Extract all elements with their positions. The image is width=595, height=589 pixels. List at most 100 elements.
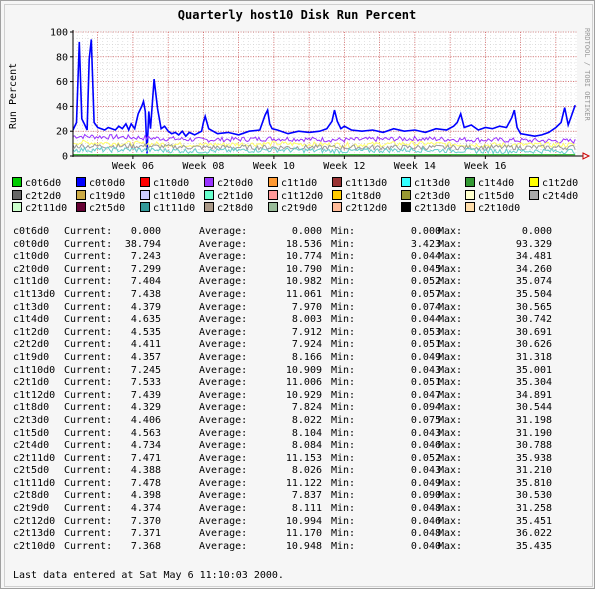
- stats-min-value: 0.049: [410, 351, 441, 363]
- legend-swatch: [465, 177, 475, 187]
- legend-swatch: [332, 177, 342, 187]
- stats-min-label: Min:: [331, 503, 356, 515]
- stats-max-label: Max:: [438, 251, 463, 263]
- stats-current-label: Current:: [64, 364, 113, 376]
- stats-average-value: 8.111: [291, 503, 322, 515]
- stats-average-label: Average:: [199, 427, 248, 439]
- legend-swatch: [268, 189, 278, 200]
- stats-max-value: 31.210: [515, 465, 552, 477]
- y-tick-label: 20: [56, 127, 68, 138]
- y-tick-label: 80: [56, 52, 68, 63]
- stats-min-label: Min:: [331, 339, 356, 351]
- legend-item: c2t12d0: [332, 202, 387, 215]
- stats-max-label: Max:: [438, 452, 463, 464]
- legend-item: c0t6d0: [12, 177, 61, 190]
- stats-current-label: Current:: [64, 314, 113, 326]
- legend-swatch: [268, 202, 278, 212]
- stats-max-label: Max:: [438, 515, 463, 527]
- stats-current-value: 4.563: [130, 427, 161, 439]
- stats-max-value: 36.022: [515, 528, 552, 540]
- legend-label: c2t11d0: [25, 203, 68, 214]
- stats-current-value: 4.379: [130, 301, 161, 313]
- legend-swatch: [401, 202, 411, 212]
- stats-device: c0t6d0: [13, 226, 50, 237]
- chart-title: Quarterly host10 Disk Run Percent: [178, 8, 416, 22]
- legend-swatch: [465, 202, 475, 212]
- stats-device: c2t2d0: [13, 339, 50, 351]
- stats-device: c1t0d0: [13, 251, 50, 263]
- stats-device: c1t3d0: [13, 301, 50, 313]
- legend-item: c2t4d0: [529, 189, 578, 203]
- stats-max-value: 31.258: [515, 503, 552, 515]
- x-tick-label: Week 16: [464, 161, 506, 172]
- stats-average-value: 11.153: [285, 452, 322, 464]
- stats-average-label: Average:: [199, 402, 248, 414]
- stats-max-value: 30.788: [515, 440, 552, 452]
- stats-min-value: 0.074: [410, 301, 441, 313]
- y-tick-label: 40: [56, 102, 68, 113]
- stats-device: c2t12d0: [13, 515, 56, 527]
- x-tick-label: Week 14: [394, 161, 436, 172]
- stats-average-label: Average:: [199, 351, 248, 363]
- stats-average-value: 10.948: [285, 540, 322, 552]
- legend-label: c1t1d0: [281, 178, 318, 189]
- legend-label: c1t12d0: [281, 190, 324, 202]
- stats-min-value: 0.044: [410, 251, 441, 263]
- stats-max-value: 30.530: [515, 490, 552, 502]
- legend-swatch: [12, 177, 22, 187]
- stats-min-value: 0.043: [410, 364, 441, 376]
- legend-item: c1t1d0: [268, 177, 318, 190]
- legend-label: c1t2d0: [542, 178, 579, 189]
- legend-swatch: [401, 177, 411, 187]
- legend-item: c2t11d0: [12, 202, 68, 215]
- legend-swatch: [204, 177, 214, 187]
- stats-max-label: Max:: [438, 465, 463, 477]
- stats-average-label: Average:: [199, 251, 248, 263]
- stats-min-value: 0.090: [410, 490, 441, 502]
- stats-min-label: Min:: [331, 477, 356, 489]
- stats-current-label: Current:: [64, 490, 113, 502]
- legend-swatch: [332, 202, 342, 212]
- stats-min-label: Min:: [331, 528, 356, 540]
- stats-min-label: Min:: [331, 226, 356, 237]
- legend-label: c1t3d0: [414, 178, 451, 189]
- legend-swatch: [204, 202, 214, 212]
- stats-max-label: Max:: [438, 301, 463, 313]
- stats-max-label: Max:: [438, 477, 463, 489]
- stats-max-label: Max:: [438, 389, 463, 401]
- legend-item: c2t0d0: [204, 177, 253, 190]
- stats-current-label: Current:: [64, 477, 113, 489]
- stats-max-label: Max:: [438, 427, 463, 439]
- stats-average-label: Average:: [199, 339, 248, 351]
- stats-average-value: 8.003: [291, 314, 322, 326]
- stats-average-label: Average:: [199, 452, 248, 464]
- legend-label: c2t10d0: [478, 203, 521, 214]
- stats-max-value: 34.481: [515, 251, 552, 263]
- stats-current-label: Current:: [64, 465, 113, 477]
- stats-current-label: Current:: [64, 238, 113, 250]
- stats-average-label: Average:: [199, 414, 248, 426]
- stats-max-value: 34.260: [515, 263, 552, 275]
- stats-max-label: Max:: [438, 339, 463, 351]
- stats-min-value: 3.423: [410, 238, 441, 250]
- legend-swatch: [12, 202, 22, 212]
- legend-item: c2t9d0: [268, 202, 317, 215]
- stats-average-label: Average:: [199, 364, 248, 376]
- stats-average-label: Average:: [199, 528, 248, 540]
- stats-average-value: 10.909: [285, 364, 322, 376]
- series-line-c1t3d0: [72, 146, 576, 155]
- stats-average-value: 11.170: [285, 528, 322, 540]
- legend-label: c2t8d0: [217, 203, 254, 214]
- stats-min-value: 0.051: [410, 377, 441, 389]
- stats-device: c2t0d0: [13, 263, 50, 275]
- legend-label: c2t13d0: [414, 203, 457, 214]
- stats-device: c1t13d0: [13, 288, 56, 300]
- stats-current-label: Current:: [64, 402, 113, 414]
- stats-average-label: Average:: [199, 465, 248, 477]
- stats-min-label: Min:: [331, 251, 356, 263]
- legend-label: c1t13d0: [345, 178, 388, 189]
- stats-average-label: Average:: [199, 515, 248, 527]
- stats-min-value: 0.052: [410, 452, 441, 464]
- stats-current-value: 4.406: [130, 414, 161, 426]
- stats-average-value: 11.061: [285, 288, 322, 300]
